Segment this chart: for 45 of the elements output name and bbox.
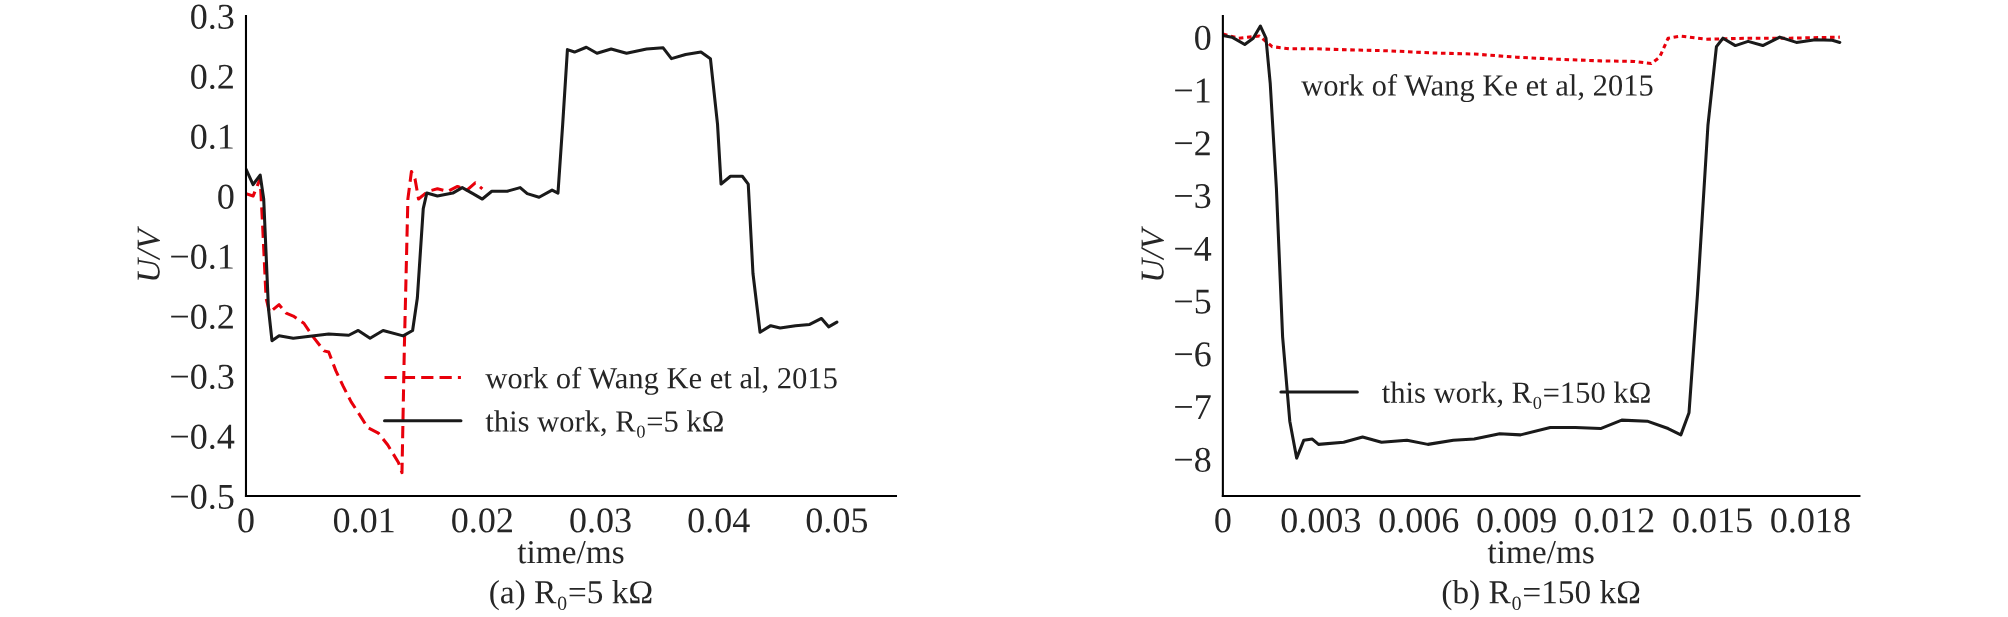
x-tick-label: 0.015 <box>1673 508 1752 533</box>
y-axis-title: U/V <box>1141 226 1164 280</box>
y-tick-label: −5 <box>1175 289 1211 314</box>
y-tick-label: −0.4 <box>171 424 235 450</box>
y-tick-label: 0.2 <box>191 64 233 90</box>
x-tick-label: 0.018 <box>1771 508 1850 533</box>
x-tick-label: 0.012 <box>1575 508 1654 533</box>
y-tick-label: −0.5 <box>171 484 234 510</box>
line-series <box>1222 24 1842 460</box>
line-series <box>245 169 484 475</box>
y-tick-label: −7 <box>1175 395 1211 419</box>
text: (a) R₀=5 kΩ <box>490 580 652 611</box>
y-tick-label: −0.1 <box>171 244 233 270</box>
y-axis-title: U/V <box>137 226 160 280</box>
x-tick-label: 0.003 <box>1281 508 1361 533</box>
x-tick-label: 0.05 <box>806 508 868 533</box>
x-tick-label: 0.009 <box>1477 508 1556 533</box>
line-series <box>245 45 839 343</box>
x-axis-title: time/ms <box>517 540 624 564</box>
y-tick-label: −1 <box>1175 78 1210 103</box>
x-tick-label: 0.02 <box>452 508 512 533</box>
y-tick-label: 0 <box>1195 25 1211 51</box>
y-tick-label: −0.3 <box>171 364 234 390</box>
x-tick-label: 0 <box>238 508 254 533</box>
y-tick-label: 0 <box>218 184 234 209</box>
legend-label: this work, R₀=150 kΩ <box>1382 381 1650 410</box>
y-tick-label: −2 <box>1175 131 1210 156</box>
y-tick-label: −6 <box>1175 342 1211 367</box>
legend-label: work of Wang Ke et al, 2015 <box>485 366 837 395</box>
line-series <box>1222 32 1842 66</box>
y-tick-label: 0.1 <box>191 124 233 150</box>
x-tick-label: 0.006 <box>1379 508 1459 533</box>
y-tick-label: 0.3 <box>191 4 234 30</box>
x-tick-label: 0.04 <box>688 508 750 533</box>
legend-label: this work, R₀=5 kΩ <box>485 410 723 438</box>
annotation: work of Wang Ke et al, 2015 <box>1301 73 1653 103</box>
x-tick-label: 0.01 <box>333 508 394 533</box>
x-tick-label: 0 <box>1215 508 1231 533</box>
x-tick-label: 0.03 <box>570 508 631 533</box>
x-axis-title: time/ms <box>1487 540 1594 564</box>
y-tick-label: −0.2 <box>171 304 233 330</box>
text: (b) R₀=150 kΩ <box>1442 580 1640 611</box>
y-tick-label: −8 <box>1175 447 1211 473</box>
y-tick-label: −3 <box>1175 184 1211 209</box>
y-tick-label: −4 <box>1175 236 1212 261</box>
